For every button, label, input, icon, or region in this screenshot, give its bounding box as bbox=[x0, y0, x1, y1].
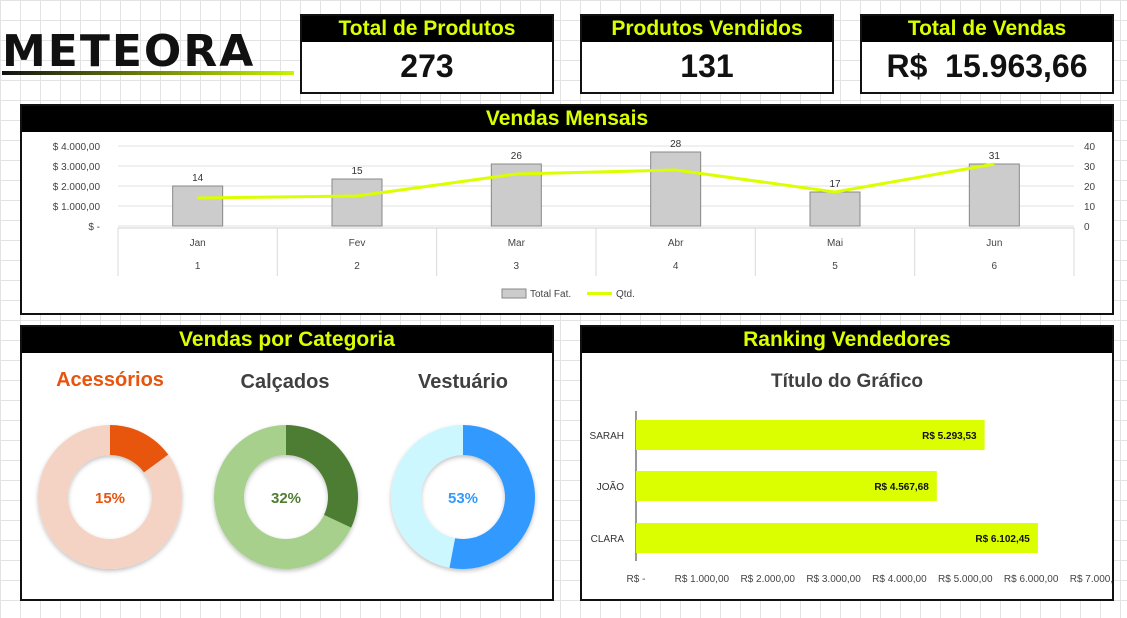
kpi-value: 273 bbox=[400, 48, 454, 84]
x-tick-label: Jun bbox=[986, 238, 1002, 249]
y-tick-label: JOÃO bbox=[597, 480, 624, 493]
legend-bar-swatch bbox=[501, 288, 527, 299]
y-right-tick-label: 10 bbox=[1084, 202, 1096, 213]
kpi-total-produtos: Total de Produtos 273 bbox=[300, 14, 554, 94]
y-right-tick-label: 30 bbox=[1084, 162, 1096, 173]
x-subtick-label: 2 bbox=[354, 261, 360, 272]
kpi-value: 131 bbox=[680, 48, 734, 84]
donut-slice-vestuario bbox=[449, 425, 535, 569]
x-tick-label: Mai bbox=[827, 238, 843, 249]
kpi-produtos-vendidos: Produtos Vendidos 131 bbox=[580, 14, 834, 94]
vendas-mensais-chart: $ - $ 1.000,00 $ 2.000,00 $ 3.000,00 $ 4.000… bbox=[53, 139, 1096, 300]
x-tick-label: R$ 3.000,00 bbox=[806, 574, 861, 585]
x-tick-label: Fev bbox=[349, 238, 366, 249]
donut-vestuario bbox=[391, 425, 535, 569]
kpi-value: R$ 15.963,66 bbox=[886, 48, 1088, 84]
kpi-label: Total de Vendas bbox=[862, 16, 1112, 42]
bar-fev bbox=[331, 178, 383, 227]
bar-abr bbox=[650, 151, 702, 227]
logo-accent-swoosh bbox=[2, 71, 294, 75]
bar-value-label: R$ 6.102,45 bbox=[975, 534, 1030, 545]
ranking-chart: Título do Gráfico SARAH R$ 5.293,53 JOÃO R$ … bbox=[590, 371, 1112, 585]
data-label: 17 bbox=[829, 179, 841, 190]
donut-percent-vestuario: 53% bbox=[448, 490, 478, 507]
kpi-label: Total de Produtos bbox=[302, 16, 552, 42]
vendas-categoria-title: Vendas por Categoria bbox=[22, 327, 552, 353]
data-label: 28 bbox=[670, 139, 682, 150]
category-donuts: 15% 32% 53% bbox=[38, 425, 535, 569]
data-label: 15 bbox=[351, 166, 363, 177]
bar-mai bbox=[809, 191, 861, 227]
data-label: 26 bbox=[511, 151, 523, 162]
bar-clara bbox=[636, 523, 1038, 553]
kpi-label: Produtos Vendidos bbox=[582, 16, 832, 42]
ranking-card: Ranking Vendedores Título do Gráfico SARA… bbox=[580, 325, 1114, 601]
x-tick-label: R$ 7.000,00 bbox=[1070, 574, 1112, 585]
donut-title-vestuario: Vestuário bbox=[417, 371, 509, 393]
y-right-tick-label: 40 bbox=[1084, 142, 1096, 153]
x-subtick-label: 3 bbox=[514, 261, 520, 272]
data-label: 14 bbox=[192, 173, 204, 184]
logo-text: METEORA bbox=[2, 26, 256, 77]
x-tick-label: Jan bbox=[190, 238, 206, 249]
x-tick-label: R$ 5.000,00 bbox=[938, 574, 993, 585]
y-left-tick-label: $ 4.000,00 bbox=[53, 142, 101, 153]
x-tick-label: R$ 1.000,00 bbox=[675, 574, 730, 585]
y-left-tick-label: $ 3.000,00 bbox=[53, 162, 101, 173]
ranking-chart-title: Título do Gráfico bbox=[771, 371, 923, 392]
x-tick-label: R$ 6.000,00 bbox=[1004, 574, 1059, 585]
bar-jun bbox=[968, 163, 1020, 227]
x-tick-label: R$ 4.000,00 bbox=[872, 574, 927, 585]
vendas-mensais-title: Vendas Mensais bbox=[22, 106, 1112, 132]
donut-calcados bbox=[213, 425, 358, 569]
x-tick-label: R$ - bbox=[627, 574, 646, 585]
vendas-mensais-card: Vendas Mensais $ - $ 1.000,00 $ 2.000,00 $ … bbox=[20, 104, 1114, 315]
x-tick-label: R$ 2.000,00 bbox=[740, 574, 795, 585]
bar-joao bbox=[636, 471, 937, 501]
x-tick-label: Abr bbox=[668, 238, 684, 249]
y-left-tick-label: $ 1.000,00 bbox=[53, 202, 101, 213]
qtd-line bbox=[197, 162, 995, 200]
bar-value-label: R$ 5.293,53 bbox=[922, 431, 977, 442]
x-subtick-label: 1 bbox=[195, 261, 201, 272]
x-tick-label: Mar bbox=[508, 238, 526, 249]
vendas-categoria-card: Vendas por Categoria Acessórios Calçados… bbox=[20, 325, 554, 601]
bar-jan bbox=[172, 185, 224, 227]
x-subtick-label: 5 bbox=[832, 261, 838, 272]
bar-value-label: R$ 4.567,68 bbox=[874, 482, 929, 493]
y-left-tick-label: $ 2.000,00 bbox=[53, 182, 101, 193]
donut-acessorios bbox=[38, 425, 183, 569]
x-subtick-label: 4 bbox=[673, 261, 679, 272]
donut-slice-calcados bbox=[286, 425, 358, 528]
donut-track-calcados bbox=[213, 425, 352, 569]
logo: METEORA bbox=[2, 26, 294, 77]
donut-slice-acessorios bbox=[110, 425, 169, 473]
legend-line-label: Qtd. bbox=[616, 289, 635, 300]
donut-track-acessorios bbox=[38, 425, 183, 569]
ranking-title: Ranking Vendedores bbox=[582, 327, 1112, 353]
donut-percent-acessorios: 15% bbox=[95, 490, 125, 507]
kpi-total-vendas: Total de Vendas R$ 15.963,66 bbox=[860, 14, 1114, 94]
y-left-tick-label: $ - bbox=[88, 222, 100, 233]
donut-title-acessorios: Acessórios bbox=[56, 369, 164, 391]
x-subtick-label: 6 bbox=[992, 261, 998, 272]
y-right-tick-label: 20 bbox=[1084, 182, 1096, 193]
donut-percent-calcados: 32% bbox=[271, 490, 301, 507]
data-label: 31 bbox=[989, 151, 1001, 162]
donut-track-vestuario bbox=[391, 425, 463, 568]
y-tick-label: CLARA bbox=[591, 534, 625, 545]
bar-sarah bbox=[636, 420, 985, 450]
donut-title-calcados: Calçados bbox=[240, 371, 330, 393]
y-right-tick-label: 0 bbox=[1084, 222, 1090, 233]
y-tick-label: SARAH bbox=[590, 431, 624, 442]
legend-bar-label: Total Fat. bbox=[530, 289, 571, 300]
